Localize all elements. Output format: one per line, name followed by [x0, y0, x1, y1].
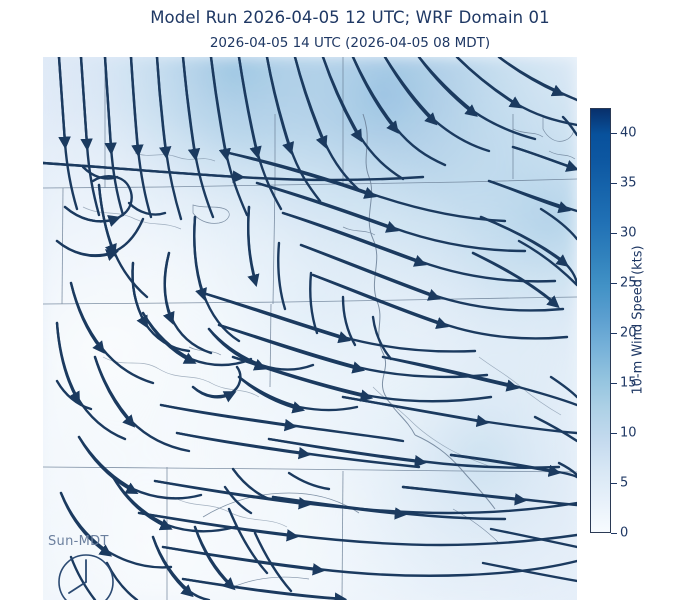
colorbar-axis-label: 10-m Wind Speed (kts) — [630, 245, 646, 395]
colorbar-tick-25 — [611, 283, 617, 284]
colorbar-gradient — [590, 108, 611, 533]
map-plot-area[interactable] — [43, 57, 577, 600]
wind-streamlines — [43, 57, 577, 600]
colorbar-tick-30 — [611, 233, 617, 234]
colorbar-tick-label-35: 35 — [620, 175, 637, 191]
wind-streamline-map — [43, 57, 577, 600]
colorbar-tick-40 — [611, 133, 617, 134]
colorbar-tick-label-40: 40 — [620, 125, 637, 141]
colorbar-tick-0 — [611, 533, 617, 534]
colorbar-tick-label-10: 10 — [620, 425, 637, 441]
colorbar-tick-label-30: 30 — [620, 225, 637, 241]
colorbar: 0 5 10 15 20 25 30 35 40 — [590, 108, 637, 541]
colorbar-tick-5 — [611, 483, 617, 484]
colorbar-tick-label-5: 5 — [620, 475, 629, 491]
colorbar-tick-label-20: 20 — [620, 325, 637, 341]
page-title: Model Run 2026-04-05 12 UTC; WRF Domain … — [150, 8, 550, 27]
colorbar-tick-label-25: 25 — [620, 275, 637, 291]
colorbar-tick-10 — [611, 433, 617, 434]
page-subtitle: 2026-04-05 14 UTC (2026-04-05 08 MDT) — [209, 35, 491, 51]
colorbar-tick-label-0: 0 — [620, 525, 629, 541]
colorbar-tick-label-15: 15 — [620, 375, 637, 391]
colorbar-tick-15 — [611, 383, 617, 384]
colorbar-tick-35 — [611, 183, 617, 184]
colorbar-tick-20 — [611, 333, 617, 334]
